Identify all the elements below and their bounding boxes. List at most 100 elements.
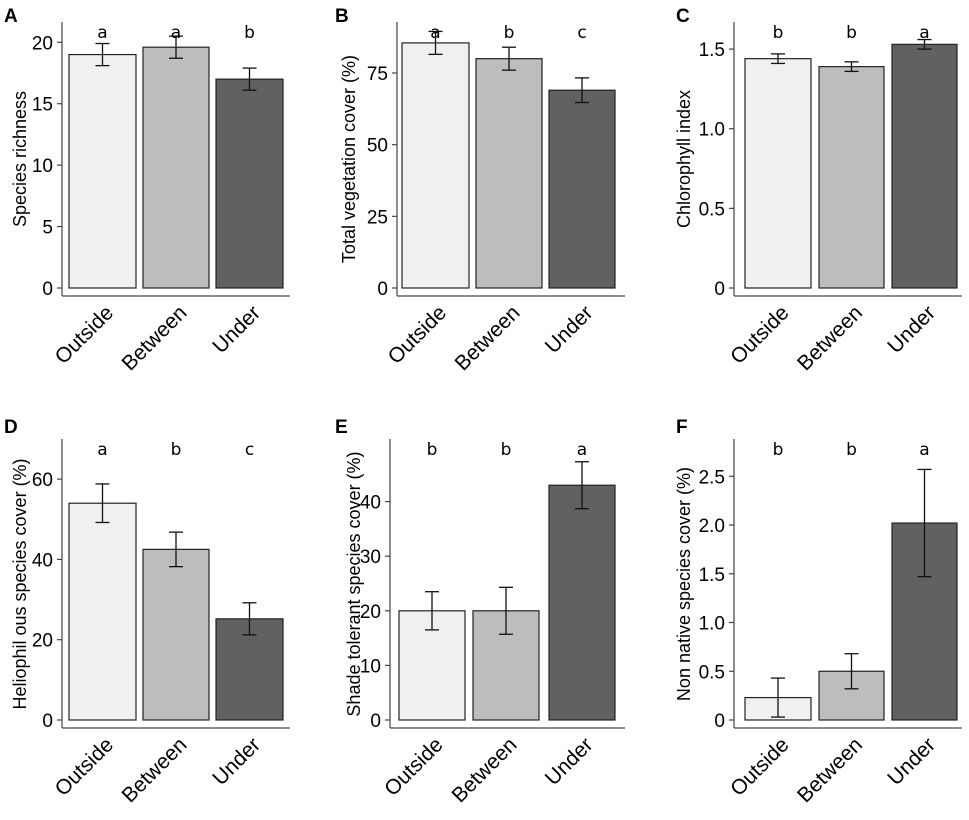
- significance-letter-outside: b: [773, 440, 784, 460]
- error-bar-under: [917, 468, 932, 578]
- significance-letter-under: a: [577, 440, 587, 460]
- error-bar-under: [575, 461, 589, 510]
- y-tick-label: 1.5: [699, 40, 725, 61]
- error-bar-under: [242, 602, 257, 636]
- category-label-between: Between: [793, 733, 867, 807]
- error-bar-between: [499, 586, 513, 635]
- significance-letter-outside: a: [97, 23, 107, 43]
- y-tick-label: 20: [360, 602, 381, 623]
- panel-a: A 0 5 10 15 20 Species richness a Outside a Betwee…: [4, 6, 290, 375]
- y-axis-title: Species richness: [10, 91, 30, 227]
- significance-letter-under: c: [577, 23, 586, 43]
- category-label-under: Under: [208, 733, 265, 790]
- category-label-outside: Outside: [384, 301, 451, 368]
- y-tick-label: 30: [360, 547, 381, 568]
- error-bar-between: [502, 46, 516, 71]
- panel-letter: E: [335, 417, 348, 438]
- bar-outside: [68, 53, 137, 289]
- y-tick-label: 60: [32, 470, 53, 491]
- panel-letter: B: [335, 6, 349, 27]
- error-bar-under: [242, 67, 257, 91]
- bar-outside: [68, 502, 137, 721]
- significance-letter-outside: b: [427, 440, 438, 460]
- panel-c: C 0 0.5 1.0 1.5 Chlorophyll index b Outside b Bet…: [674, 6, 962, 375]
- category-label-under: Under: [541, 301, 598, 358]
- bar-under: [548, 89, 616, 289]
- error-bar-between: [844, 61, 859, 73]
- y-tick-label: 1.0: [699, 614, 725, 635]
- error-bar-between: [169, 35, 183, 59]
- y-tick-label: 2.0: [699, 516, 725, 537]
- error-bar-between: [844, 653, 859, 690]
- y-tick-label: 40: [32, 550, 53, 571]
- significance-letter-between: b: [171, 440, 182, 460]
- significance-letter-outside: a: [430, 23, 440, 43]
- significance-letter-between: a: [171, 23, 181, 43]
- error-bar-outside: [95, 483, 110, 524]
- panel-letter: A: [4, 6, 18, 27]
- y-tick-label: 0: [377, 279, 388, 300]
- y-tick-label: 5: [42, 218, 53, 239]
- bar-between: [475, 58, 543, 289]
- error-bar-outside: [428, 30, 443, 56]
- category-label-under: Under: [541, 733, 598, 790]
- y-tick-label: 75: [367, 64, 388, 85]
- category-label-between: Between: [447, 733, 521, 807]
- significance-letter-outside: b: [773, 23, 784, 43]
- y-axis-title: Chlorophyll index: [674, 90, 694, 228]
- error-bar-between: [169, 531, 183, 568]
- y-tick-label: 2.5: [699, 467, 725, 488]
- error-bar-outside: [95, 42, 110, 67]
- panel-b: B 0 25 50 75 Total vegetation cover (%) a Outsi…: [335, 6, 625, 375]
- panel-letter: C: [676, 6, 690, 27]
- category-label-between: Between: [117, 301, 191, 375]
- category-label-outside: Outside: [726, 301, 793, 368]
- y-tick-label: 20: [32, 631, 53, 652]
- y-tick-label: 1.0: [699, 120, 725, 141]
- category-label-between: Between: [450, 301, 524, 375]
- error-bar-outside: [771, 53, 785, 65]
- category-label-under: Under: [883, 301, 940, 358]
- significance-letter-between: b: [504, 23, 515, 43]
- error-bar-under: [917, 38, 932, 50]
- significance-letter-under: b: [244, 23, 255, 43]
- y-tick-label: 20: [32, 33, 53, 54]
- y-tick-label: 0: [714, 711, 725, 732]
- bar-under: [891, 43, 958, 289]
- error-bar-outside: [425, 591, 439, 631]
- bar-between: [142, 46, 210, 289]
- y-tick-label: 25: [367, 207, 388, 228]
- y-axis-title: Shade tolerant species cover (%): [344, 451, 364, 716]
- y-tick-label: 15: [32, 95, 53, 116]
- y-tick-label: 10: [360, 656, 381, 677]
- category-label-outside: Outside: [51, 733, 118, 800]
- error-bar-under: [575, 77, 589, 104]
- bar-under: [548, 484, 616, 721]
- significance-letter-between: b: [846, 440, 857, 460]
- panel-letter: F: [676, 417, 688, 438]
- bar-under: [215, 618, 284, 721]
- significance-letter-outside: a: [97, 440, 107, 460]
- bar-outside: [401, 42, 470, 289]
- y-tick-label: 0: [42, 711, 53, 732]
- significance-letter-under: c: [245, 440, 254, 460]
- y-tick-label: 0.5: [699, 662, 725, 683]
- y-tick-label: 1.5: [699, 565, 725, 586]
- panel-letter: D: [4, 417, 18, 438]
- significance-letter-between: b: [501, 440, 512, 460]
- y-axis-title: Heliophil ous species cover (%): [10, 458, 30, 709]
- category-label-between: Between: [793, 301, 867, 375]
- bar-under: [215, 78, 284, 289]
- bar-between: [818, 66, 885, 289]
- category-label-between: Between: [117, 733, 191, 807]
- significance-letter-under: a: [919, 23, 929, 43]
- category-label-under: Under: [208, 301, 265, 358]
- category-label-outside: Outside: [726, 733, 793, 800]
- y-tick-label: 0: [42, 279, 53, 300]
- y-tick-label: 0.5: [699, 199, 725, 220]
- y-tick-label: 0: [370, 711, 381, 732]
